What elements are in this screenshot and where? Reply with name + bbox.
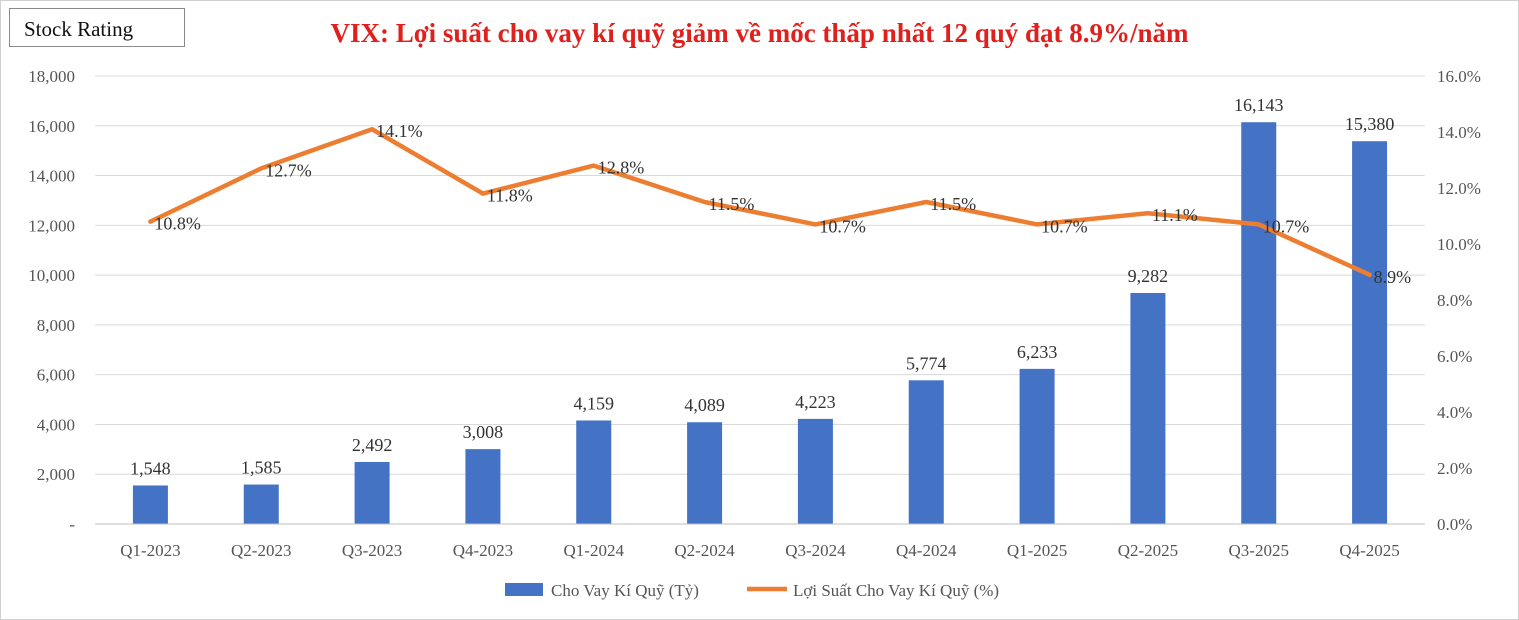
line-value-label: 10.8% [154, 214, 201, 234]
x-tick-label: Q3-2024 [785, 541, 846, 560]
bar [1130, 292, 1166, 524]
bar [354, 461, 390, 524]
x-tick-label: Q3-2023 [342, 541, 402, 560]
line-point [148, 219, 153, 224]
line-series [148, 126, 1372, 278]
bar-value-label: 3,008 [463, 422, 504, 442]
x-tick-label: Q4-2024 [896, 541, 957, 560]
line-value-label: 10.7% [1041, 216, 1088, 236]
y-right-tick-label: 10.0% [1437, 235, 1481, 254]
bar-value-label: 15,380 [1345, 114, 1395, 134]
line-point [259, 166, 264, 171]
x-tick-label: Q1-2024 [564, 541, 625, 560]
bar-value-label: 4,159 [574, 393, 615, 413]
y-right-tick-label: 16.0% [1437, 67, 1481, 86]
x-tick-label: Q2-2023 [231, 541, 291, 560]
y-left-tick-label: - [69, 515, 75, 534]
y-left-tick-label: 4,000 [37, 415, 75, 434]
legend-label-line: Lợi Suất Cho Vay Kí Quỹ (%) [793, 581, 999, 600]
line-point [591, 163, 596, 168]
bar-value-label: 1,548 [130, 458, 171, 478]
line-value-label: 10.7% [1263, 216, 1310, 236]
line-point [813, 222, 818, 227]
x-tick-label: Q2-2025 [1118, 541, 1178, 560]
y-left-tick-label: 8,000 [37, 316, 75, 335]
bar [465, 449, 501, 524]
bar [687, 422, 723, 524]
bar-value-label: 9,282 [1128, 266, 1169, 286]
line-value-label: 8.9% [1374, 267, 1412, 287]
line-value-label: 14.1% [376, 121, 423, 141]
bar [1352, 141, 1388, 524]
bar [1019, 368, 1055, 524]
y-right-tick-label: 12.0% [1437, 179, 1481, 198]
bars [132, 122, 1388, 525]
stock-rating-badge: Stock Rating [9, 8, 185, 47]
x-tick-label: Q3-2025 [1229, 541, 1289, 560]
line-point [370, 127, 375, 132]
y-left-tick-label: 6,000 [37, 366, 75, 385]
line-point [924, 200, 929, 204]
bar-value-label: 16,143 [1234, 95, 1284, 115]
bar [576, 420, 612, 524]
line-point [1145, 211, 1150, 216]
line-value-label: 11.1% [1152, 205, 1198, 225]
x-tick-label: Q4-2023 [453, 541, 513, 560]
legend: Cho Vay Kí Quỹ (Tỷ) Lợi Suất Cho Vay Kí Q… [505, 581, 999, 600]
chart-title-text: VIX: Lợi suất cho vay kí quỹ giảm về mốc… [330, 18, 1189, 48]
line-point [702, 200, 707, 204]
bar-value-label: 2,492 [352, 435, 393, 455]
y-left-tick-label: 12,000 [28, 216, 75, 235]
x-tick-label: Q1-2025 [1007, 541, 1067, 560]
line-value-label: 12.7% [265, 160, 312, 180]
bar-value-label: 6,233 [1017, 342, 1058, 362]
chart-title: VIX: Lợi suất cho vay kí quỹ giảm về mốc… [0, 18, 1519, 49]
legend-swatch-bar [505, 583, 543, 596]
x-tick-label: Q1-2023 [120, 541, 180, 560]
y-right-tick-label: 0.0% [1437, 515, 1472, 534]
x-tick-label: Q2-2024 [674, 541, 735, 560]
data-labels: 1,548 1,585 2,492 3,008 4,159 4,089 4,223 5,774… [130, 95, 1411, 478]
y-right-tick-label: 14.0% [1437, 123, 1481, 142]
bar [132, 485, 168, 524]
legend-label-bar: Cho Vay Kí Quỹ (Tỷ) [551, 581, 699, 600]
line-value-label: 12.8% [598, 158, 645, 178]
line-value-label: 11.5% [930, 194, 976, 214]
y-left-tick-label: 16,000 [28, 117, 75, 136]
bar-value-label: 4,089 [684, 395, 725, 415]
bar [797, 418, 833, 524]
line-path [148, 126, 1372, 278]
bar-value-label: 1,585 [241, 458, 282, 478]
line-point [1256, 222, 1261, 227]
line-point [1035, 222, 1040, 227]
line-value-label: 11.8% [487, 186, 533, 206]
y-right-tick-label: 4.0% [1437, 403, 1472, 422]
y-left-tick-label: 2,000 [37, 465, 75, 484]
line-point [480, 191, 485, 196]
y-left-tick-label: 14,000 [28, 167, 75, 186]
line-value-label: 10.7% [819, 216, 866, 236]
y-right-tick-label: 2.0% [1437, 459, 1472, 478]
y-right-tick-label: 6.0% [1437, 347, 1472, 366]
bar-value-label: 5,774 [906, 353, 947, 373]
line-point [1367, 272, 1372, 277]
gridlines [95, 75, 1425, 475]
y-left-tick-label: 18,000 [28, 67, 75, 86]
y-right-tick-label: 8.0% [1437, 291, 1472, 310]
y-left-tick-label: 10,000 [28, 266, 75, 285]
bar-value-label: 4,223 [795, 392, 836, 412]
bar [243, 484, 279, 524]
bar [908, 380, 944, 524]
line-value-label: 11.5% [709, 194, 755, 214]
x-tick-label: Q4-2025 [1339, 541, 1399, 560]
bar [1241, 122, 1277, 525]
axes: - 2,000 4,000 6,000 8,000 10,000 12,000 14,000 1… [28, 67, 1481, 560]
